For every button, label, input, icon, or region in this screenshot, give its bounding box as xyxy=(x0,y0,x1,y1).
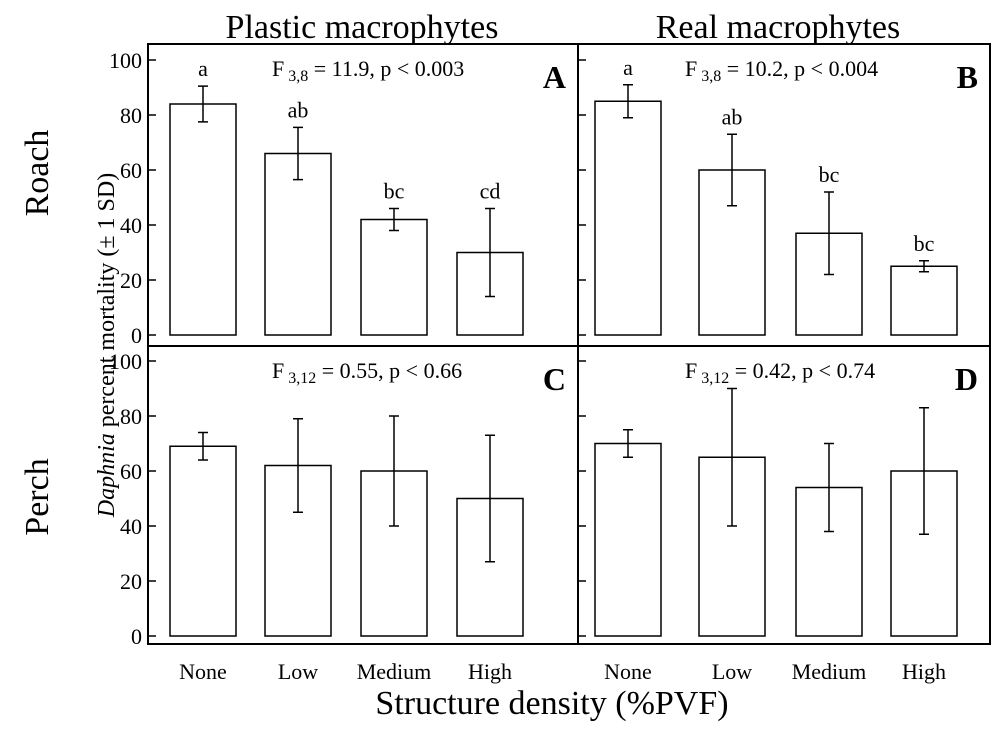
panel-letter: C xyxy=(543,361,566,397)
x-tick-label: Low xyxy=(278,659,318,684)
bar-none xyxy=(169,103,237,336)
stat-text: F 3,12 = 0.42, p < 0.74 xyxy=(685,358,875,387)
x-tick-label: Medium xyxy=(357,659,432,684)
stat-value: = 10.2, p < 0.004 xyxy=(721,56,878,81)
panel-d: D F 3,12 = 0.42, p < 0.74 None Low Medium High xyxy=(577,345,991,684)
bar-high xyxy=(890,265,958,336)
y-axis-title-italic: Daphnia xyxy=(94,433,120,518)
significance-letter: bc xyxy=(914,231,935,256)
y-tick-label: 100 xyxy=(109,349,142,374)
significance-letter: cd xyxy=(480,179,501,204)
panel-letter: B xyxy=(957,59,978,95)
panel-a: 0 20 40 60 80 100 a ab bc cd A F 3,8 = 11.9, p < 0.0… xyxy=(109,43,579,348)
y-axis-title: Daphnia percent mortality (± 1 SD) xyxy=(94,173,120,518)
column-title-plastic: Plastic macrophytes xyxy=(226,9,499,46)
row-title-roach: Roach xyxy=(19,130,56,217)
stat-text: F 3,12 = 0.55, p < 0.66 xyxy=(272,358,462,387)
stat-value: = 11.9, p < 0.003 xyxy=(308,56,464,81)
y-axis-title-rest: percent mortality (± 1 SD) xyxy=(94,173,120,433)
x-axis-title: Structure density (%PVF) xyxy=(375,685,728,722)
panel-letter: A xyxy=(543,59,566,95)
panel-c: 0 20 40 60 80 100 C F 3,12 = 0.55, p < 0.66 None L… xyxy=(109,345,579,684)
stat-df: 3,12 xyxy=(288,370,316,387)
bar-none xyxy=(169,445,237,637)
x-tick-label: None xyxy=(179,659,227,684)
panel-frame xyxy=(577,345,991,645)
significance-letter: bc xyxy=(384,179,405,204)
y-tick-label: 60 xyxy=(120,459,142,484)
bar-none xyxy=(594,442,662,637)
stat-f: F xyxy=(685,358,697,383)
stat-text: F 3,8 = 10.2, p < 0.004 xyxy=(685,56,878,85)
x-tick-label: Medium xyxy=(792,659,867,684)
y-tick-label: 40 xyxy=(120,213,142,238)
y-tick-label: 0 xyxy=(131,323,142,348)
x-tick-label: High xyxy=(468,659,512,684)
bar-low xyxy=(264,152,332,336)
stat-value: = 0.55, p < 0.66 xyxy=(316,358,462,383)
stat-f: F xyxy=(685,56,697,81)
y-tick-label: 100 xyxy=(109,48,142,73)
bar-medium xyxy=(360,218,428,336)
panel-letter: D xyxy=(955,361,978,397)
y-tick-label: 60 xyxy=(120,158,142,183)
significance-letter: ab xyxy=(288,97,309,122)
y-tick-label: 80 xyxy=(120,404,142,429)
stat-f: F xyxy=(272,56,284,81)
stat-df: 3,8 xyxy=(701,68,721,85)
y-tick-label: 20 xyxy=(120,569,142,594)
panel-b: a ab bc bc B F 3,8 = 10.2, p < 0.004 xyxy=(577,43,991,347)
row-title-perch: Perch xyxy=(19,458,56,535)
x-tick-label: None xyxy=(604,659,652,684)
column-title-real: Real macrophytes xyxy=(656,9,901,46)
y-tick-label: 80 xyxy=(120,103,142,128)
stat-f: F xyxy=(272,358,284,383)
bar-medium xyxy=(360,470,428,637)
stat-df: 3,12 xyxy=(701,370,729,387)
bar-none xyxy=(594,100,662,336)
x-tick-label: Low xyxy=(712,659,752,684)
stat-df: 3,8 xyxy=(288,68,308,85)
significance-letter: a xyxy=(198,56,208,81)
significance-letter: a xyxy=(623,55,633,80)
y-tick-label: 20 xyxy=(120,268,142,293)
significance-letter: bc xyxy=(819,162,840,187)
significance-letter: ab xyxy=(722,104,743,129)
stat-value: = 0.42, p < 0.74 xyxy=(729,358,875,383)
y-tick-label: 40 xyxy=(120,514,142,539)
x-tick-label: High xyxy=(902,659,946,684)
stat-text: F 3,8 = 11.9, p < 0.003 xyxy=(272,56,464,85)
y-tick-label: 0 xyxy=(131,624,142,649)
